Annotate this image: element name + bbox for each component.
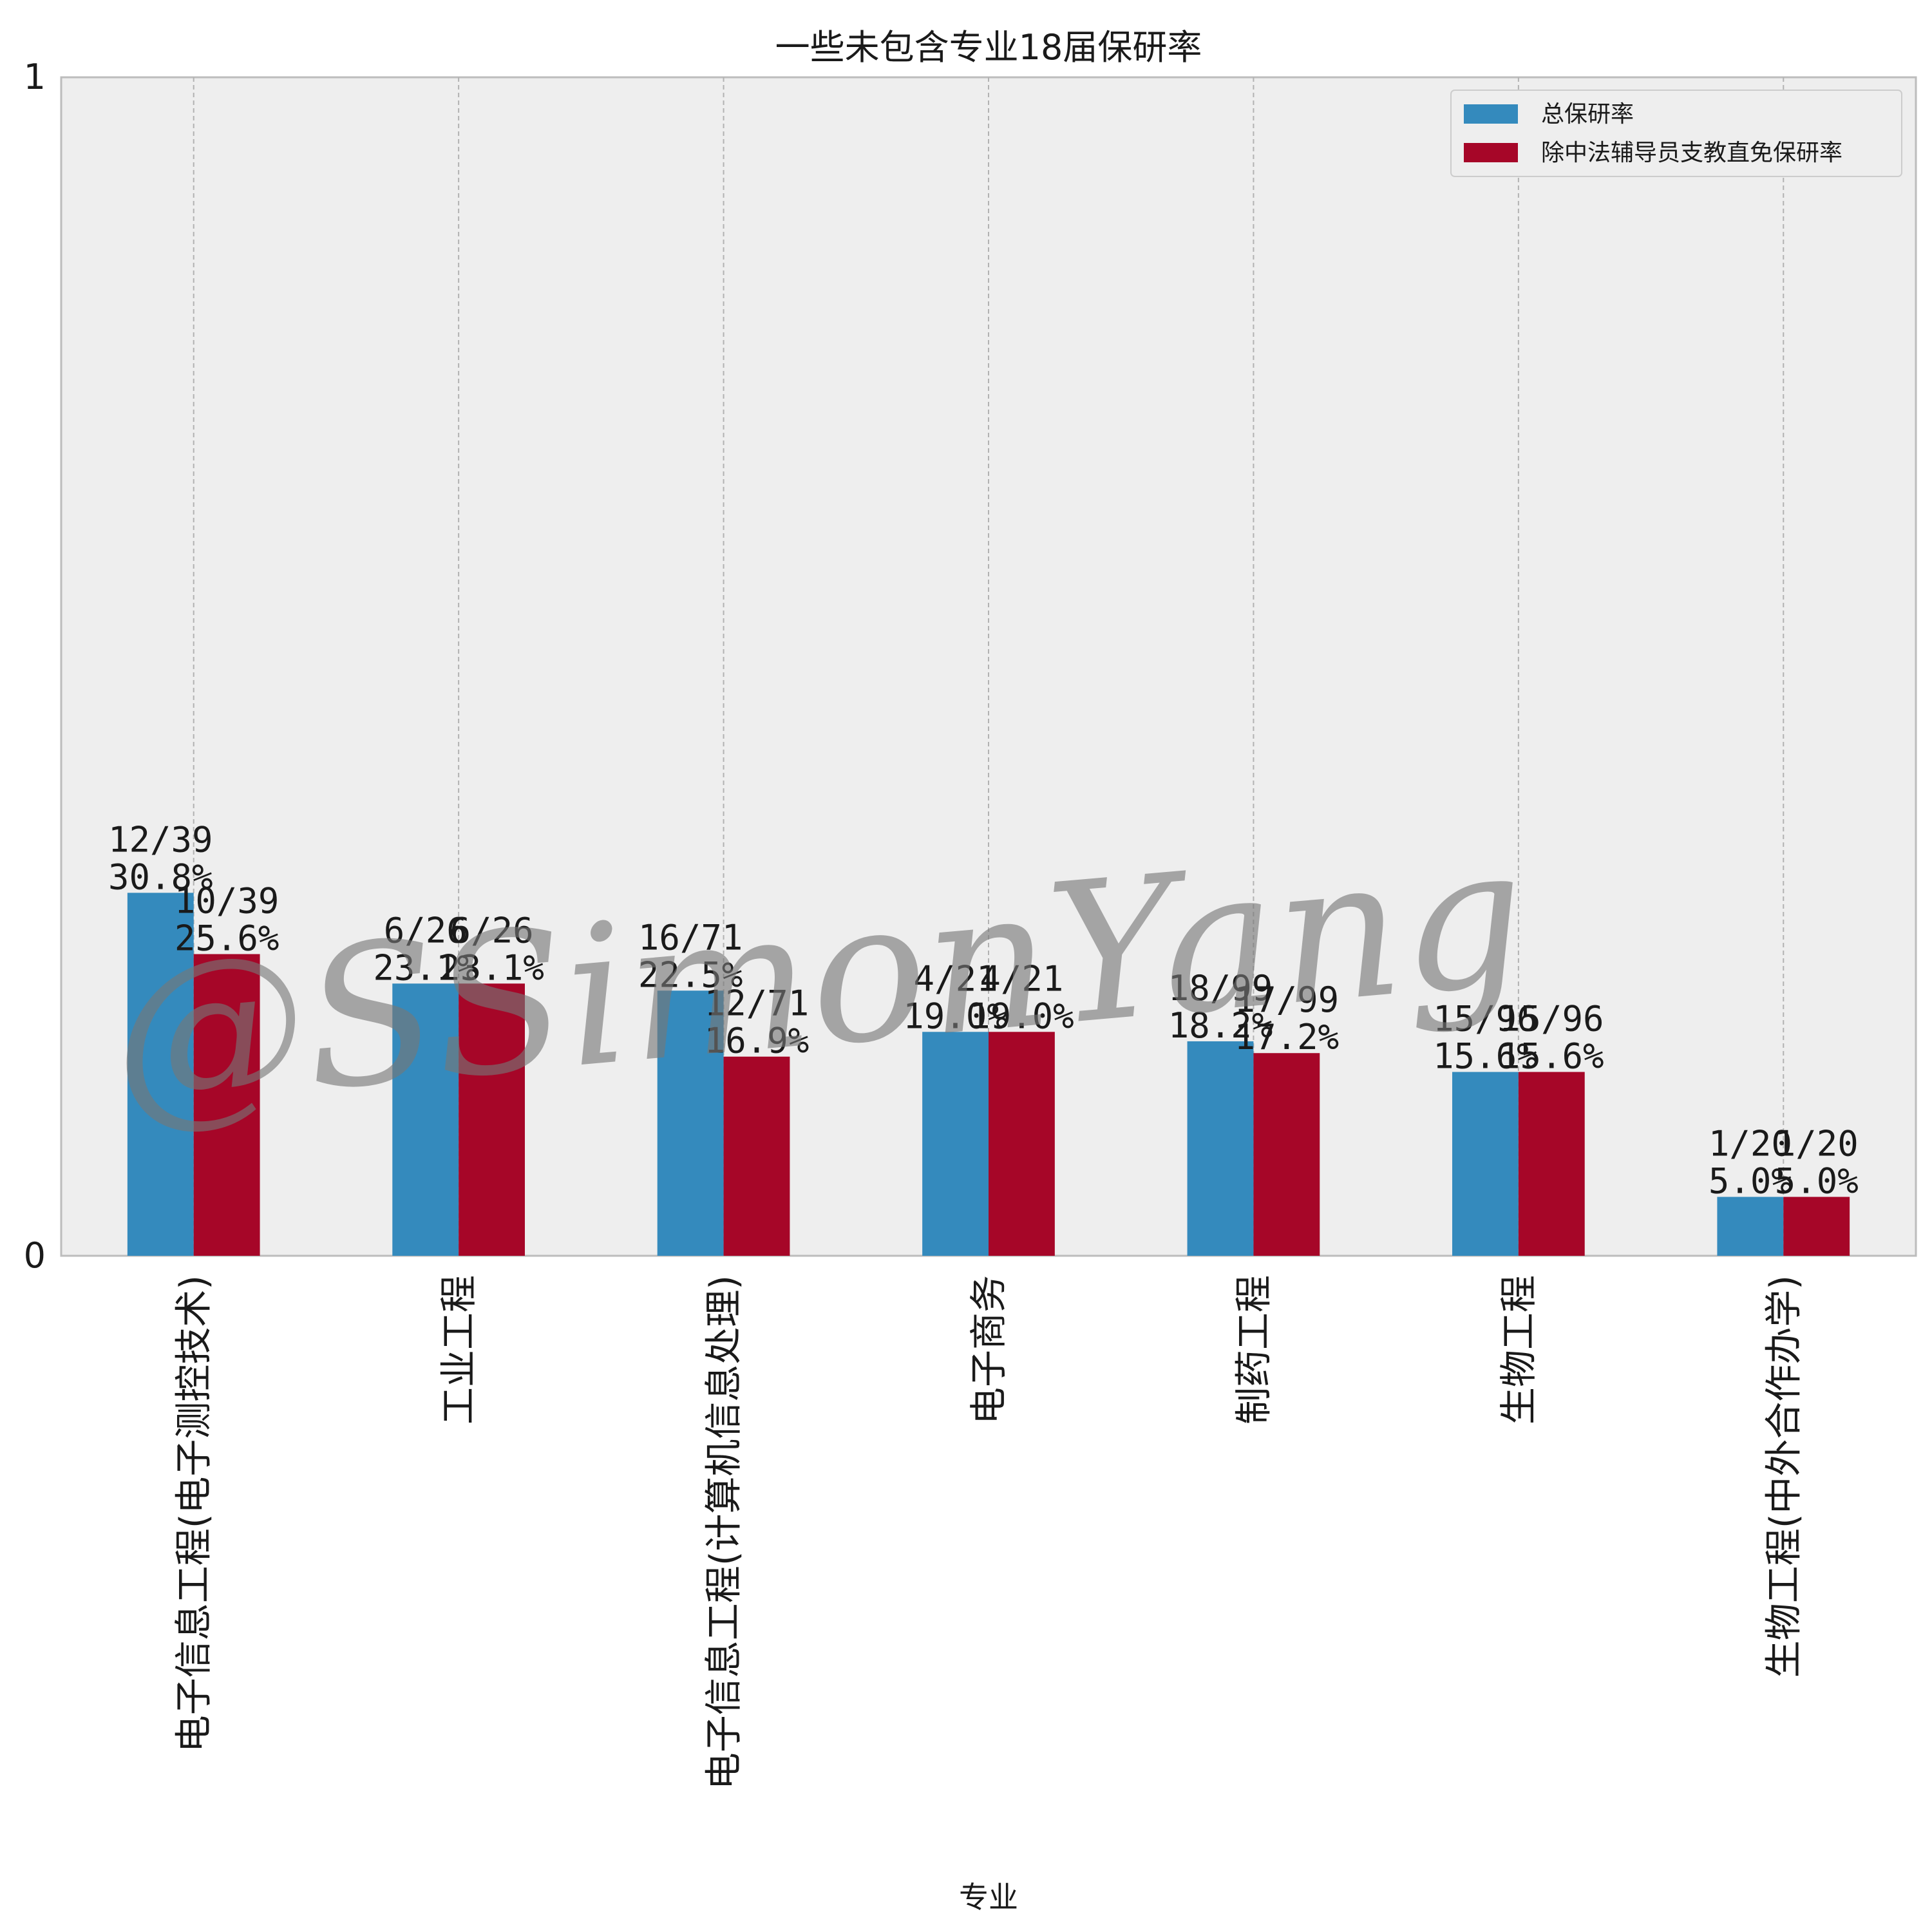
x-tick-label: 工业工程 [437, 1275, 480, 1425]
bar [1783, 1197, 1850, 1256]
data-label-percent: 16.9% [705, 1021, 810, 1061]
data-label-fraction: 12/71 [705, 983, 810, 1024]
legend-swatch-total [1464, 104, 1518, 124]
data-label-percent: 23.1% [439, 947, 544, 988]
data-label-fraction: 4/21 [980, 958, 1063, 999]
bar [1187, 1041, 1254, 1256]
y-axis-ticks: 01 [24, 57, 46, 1276]
bar [922, 1032, 989, 1256]
data-label-percent: 30.8% [108, 857, 213, 897]
legend-swatch-excluded [1464, 143, 1518, 162]
data-label-fraction: 6/26 [450, 910, 534, 951]
x-tick-label: 电子信息工程(计算机信息处理) [702, 1275, 746, 1790]
bar [193, 954, 260, 1256]
data-label-percent: 22.5% [638, 954, 743, 995]
data-label-fraction: 6/26 [384, 910, 468, 951]
bar [723, 1056, 790, 1256]
legend: 总保研率 除中法辅导员支教直免保研率 [1450, 90, 1902, 177]
data-label-percent: 19.0% [903, 996, 1008, 1036]
data-label-fraction: 12/39 [108, 819, 213, 860]
data-label-percent: 19.0% [969, 996, 1074, 1036]
data-label-fraction: 1/20 [1709, 1124, 1792, 1164]
bar [1452, 1072, 1519, 1256]
chart-title: 一些未包含专业18届保研率 [775, 27, 1202, 68]
x-tick-label: 电子信息工程(电子测控技术) [172, 1275, 216, 1752]
data-label-fraction: 15/96 [1499, 999, 1604, 1039]
x-tick-label: 制药工程 [1231, 1275, 1275, 1425]
x-tick-label: 生物工程 [1497, 1275, 1540, 1425]
legend-label-excluded: 除中法辅导员支教直免保研率 [1541, 140, 1842, 166]
data-label-percent: 5.0% [1775, 1161, 1859, 1202]
bar [392, 983, 459, 1256]
bar [989, 1032, 1055, 1256]
bar [1518, 1072, 1585, 1256]
data-label-percent: 18.2% [1168, 1005, 1273, 1046]
bar [1717, 1197, 1784, 1256]
y-tick-label: 1 [24, 57, 46, 97]
bar [1253, 1053, 1320, 1256]
data-label-fraction: 15/96 [1433, 999, 1538, 1039]
bar [459, 983, 525, 1256]
bars [127, 893, 1850, 1256]
data-label-percent: 15.6% [1499, 1036, 1604, 1077]
x-tick-label: 生物工程(中外合作办学) [1761, 1275, 1805, 1678]
data-label-percent: 23.1% [373, 947, 478, 988]
data-label-fraction: 18/99 [1168, 968, 1273, 1009]
bar [127, 893, 194, 1256]
data-label-fraction: 10/39 [175, 881, 279, 922]
y-tick-label: 0 [24, 1235, 46, 1276]
data-label-fraction: 1/20 [1775, 1124, 1859, 1164]
data-label-fraction: 17/99 [1235, 980, 1340, 1020]
x-axis-ticks: 电子信息工程(电子测控技术) 工业工程 电子信息工程(计算机信息处理) 电子商务 制药工… [172, 1275, 1806, 1790]
x-tick-label: 电子商务 [967, 1275, 1010, 1425]
data-label-percent: 17.2% [1235, 1017, 1340, 1057]
data-label-fraction: 4/21 [914, 958, 998, 999]
data-label-percent: 5.0% [1709, 1161, 1792, 1202]
data-label-percent: 15.6% [1433, 1036, 1538, 1077]
legend-box [1450, 90, 1902, 177]
legend-label-total: 总保研率 [1541, 101, 1634, 128]
data-label-percent: 25.6% [175, 918, 279, 959]
x-axis-label: 专业 [959, 1880, 1018, 1915]
data-label-fraction: 16/71 [638, 917, 743, 958]
bar [657, 990, 724, 1256]
